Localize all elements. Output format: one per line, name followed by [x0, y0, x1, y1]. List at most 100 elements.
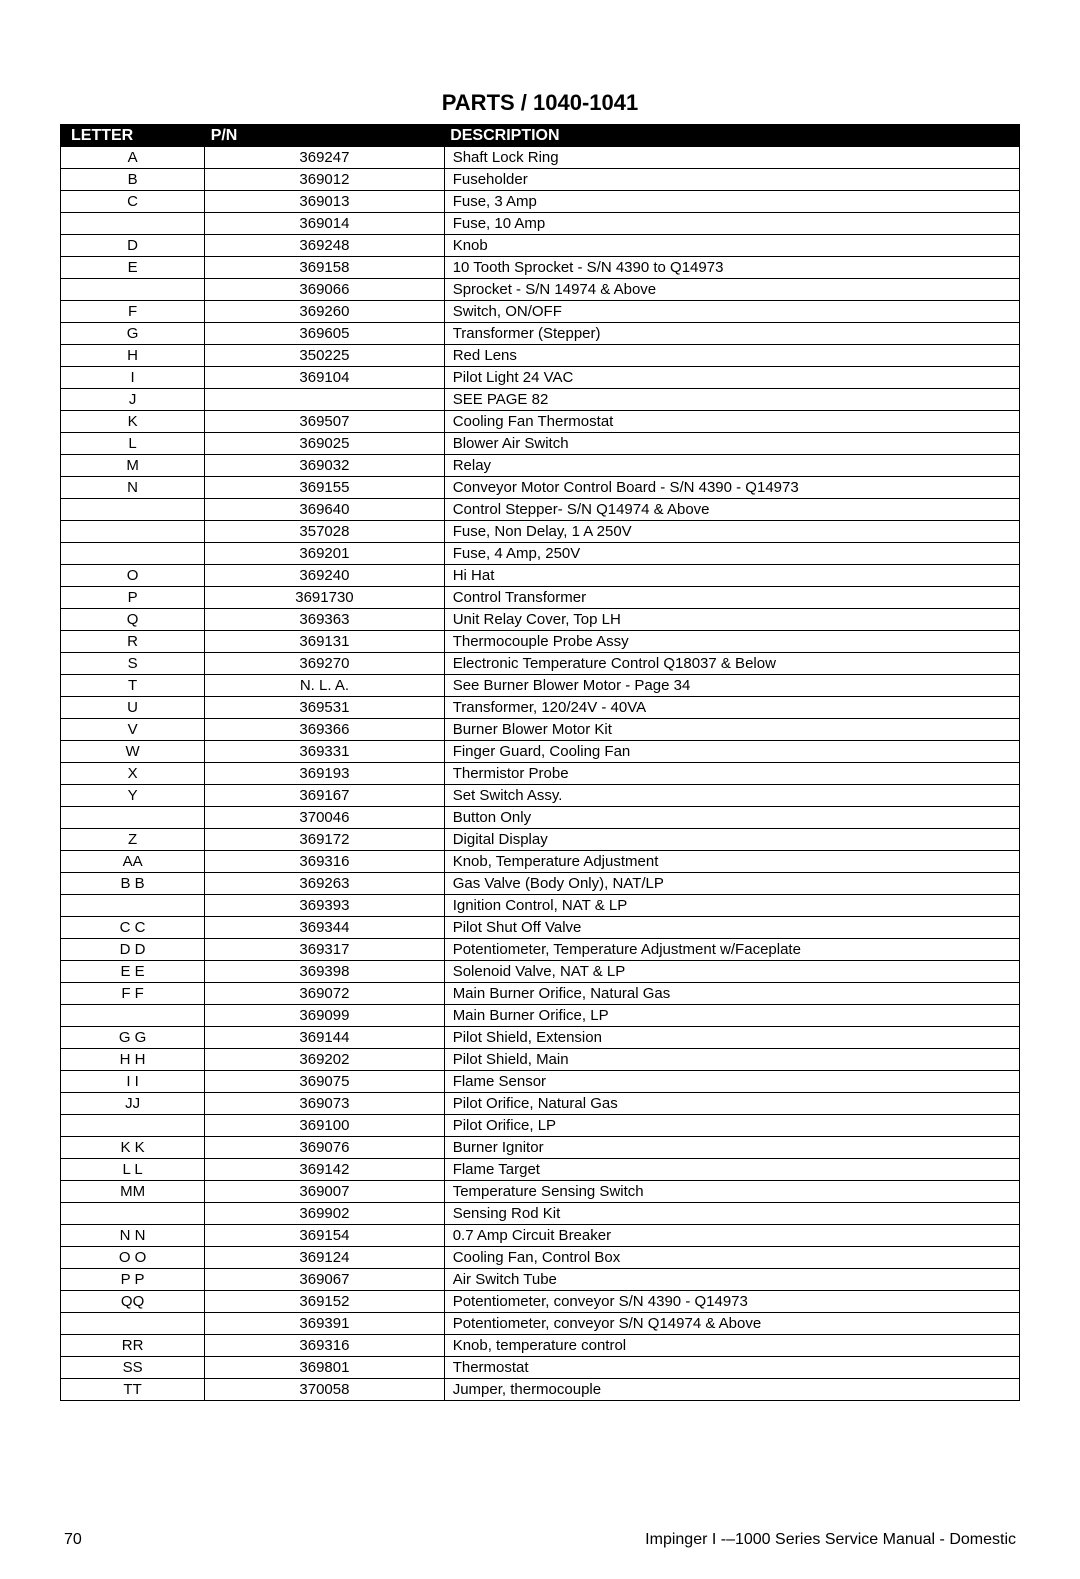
- cell-pn: 369073: [205, 1093, 445, 1115]
- cell-letter: A: [61, 147, 205, 169]
- table-row: H H369202Pilot Shield, Main: [61, 1049, 1019, 1071]
- table-row: X369193Thermistor Probe: [61, 763, 1019, 785]
- cell-letter: L L: [61, 1159, 205, 1181]
- cell-description: Potentiometer, Temperature Adjustment w/…: [444, 939, 1019, 961]
- cell-letter: Z: [61, 829, 205, 851]
- table-row: V369366Burner Blower Motor Kit: [61, 719, 1019, 741]
- cell-letter: M: [61, 455, 205, 477]
- cell-letter: [61, 213, 205, 235]
- table-row: G369605Transformer (Stepper): [61, 323, 1019, 345]
- cell-letter: J: [61, 389, 205, 411]
- cell-description: Transformer, 120/24V - 40VA: [444, 697, 1019, 719]
- cell-pn: 369072: [205, 983, 445, 1005]
- table-row: 369066Sprocket - S/N 14974 & Above: [61, 279, 1019, 301]
- cell-pn: 369317: [205, 939, 445, 961]
- cell-description: Electronic Temperature Control Q18037 & …: [444, 653, 1019, 675]
- cell-pn: 369013: [205, 191, 445, 213]
- cell-description: Fuse, 10 Amp: [444, 213, 1019, 235]
- table-row: O O369124Cooling Fan, Control Box: [61, 1247, 1019, 1269]
- table-row: 369393Ignition Control, NAT & LP: [61, 895, 1019, 917]
- page-number: 70: [64, 1531, 82, 1549]
- table-row: 369201Fuse, 4 Amp, 250V: [61, 543, 1019, 565]
- table-row: N369155Conveyor Motor Control Board - S/…: [61, 477, 1019, 499]
- cell-description: 0.7 Amp Circuit Breaker: [444, 1225, 1019, 1247]
- table-row: C C369344Pilot Shut Off Valve: [61, 917, 1019, 939]
- table-row: W369331Finger Guard, Cooling Fan: [61, 741, 1019, 763]
- cell-pn: 369248: [205, 235, 445, 257]
- cell-pn: 369507: [205, 411, 445, 433]
- cell-description: Sensing Rod Kit: [444, 1203, 1019, 1225]
- cell-letter: V: [61, 719, 205, 741]
- cell-letter: SS: [61, 1357, 205, 1379]
- table-row: F369260Switch, ON/OFF: [61, 301, 1019, 323]
- cell-pn: 369100: [205, 1115, 445, 1137]
- cell-description: Pilot Orifice, Natural Gas: [444, 1093, 1019, 1115]
- cell-description: Potentiometer, conveyor S/N Q14974 & Abo…: [444, 1313, 1019, 1335]
- cell-letter: P P: [61, 1269, 205, 1291]
- col-header-pn: P/N: [205, 125, 445, 147]
- table-row: MM369007Temperature Sensing Switch: [61, 1181, 1019, 1203]
- table-row: 369099Main Burner Orifice, LP: [61, 1005, 1019, 1027]
- cell-description: Control Stepper- S/N Q14974 & Above: [444, 499, 1019, 521]
- table-row: TN. L. A.See Burner Blower Motor - Page …: [61, 675, 1019, 697]
- cell-letter: RR: [61, 1335, 205, 1357]
- cell-letter: C: [61, 191, 205, 213]
- cell-pn: 369142: [205, 1159, 445, 1181]
- table-row: K K369076Burner Ignitor: [61, 1137, 1019, 1159]
- cell-letter: [61, 895, 205, 917]
- cell-description: Shaft Lock Ring: [444, 147, 1019, 169]
- cell-pn: 369640: [205, 499, 445, 521]
- cell-letter: B: [61, 169, 205, 191]
- cell-pn: 369605: [205, 323, 445, 345]
- table-row: O369240Hi Hat: [61, 565, 1019, 587]
- cell-letter: I: [61, 367, 205, 389]
- parts-table: LETTER P/N DESCRIPTION A369247Shaft Lock…: [61, 125, 1019, 1400]
- cell-description: Temperature Sensing Switch: [444, 1181, 1019, 1203]
- cell-letter: Q: [61, 609, 205, 631]
- table-row: H350225Red Lens: [61, 345, 1019, 367]
- cell-pn: 369247: [205, 147, 445, 169]
- cell-description: 10 Tooth Sprocket - S/N 4390 to Q14973: [444, 257, 1019, 279]
- cell-pn: 350225: [205, 345, 445, 367]
- cell-letter: H: [61, 345, 205, 367]
- table-row: D369248Knob: [61, 235, 1019, 257]
- cell-pn: 369152: [205, 1291, 445, 1313]
- cell-letter: MM: [61, 1181, 205, 1203]
- cell-description: Knob, Temperature Adjustment: [444, 851, 1019, 873]
- table-row: F F369072Main Burner Orifice, Natural Ga…: [61, 983, 1019, 1005]
- cell-letter: X: [61, 763, 205, 785]
- cell-pn: 369012: [205, 169, 445, 191]
- cell-pn: 369154: [205, 1225, 445, 1247]
- cell-description: Potentiometer, conveyor S/N 4390 - Q1497…: [444, 1291, 1019, 1313]
- table-row: N N3691540.7 Amp Circuit Breaker: [61, 1225, 1019, 1247]
- cell-description: Fuse, 4 Amp, 250V: [444, 543, 1019, 565]
- table-header-row: LETTER P/N DESCRIPTION: [61, 125, 1019, 147]
- cell-description: Switch, ON/OFF: [444, 301, 1019, 323]
- cell-letter: C C: [61, 917, 205, 939]
- cell-letter: [61, 1203, 205, 1225]
- cell-description: Main Burner Orifice, LP: [444, 1005, 1019, 1027]
- cell-description: Set Switch Assy.: [444, 785, 1019, 807]
- table-row: P P369067Air Switch Tube: [61, 1269, 1019, 1291]
- cell-letter: [61, 1005, 205, 1027]
- cell-pn: 369144: [205, 1027, 445, 1049]
- manual-title: Impinger I -–1000 Series Service Manual …: [645, 1531, 1016, 1549]
- cell-pn: 369398: [205, 961, 445, 983]
- cell-pn: 369066: [205, 279, 445, 301]
- cell-letter: F F: [61, 983, 205, 1005]
- cell-pn: 369902: [205, 1203, 445, 1225]
- cell-letter: AA: [61, 851, 205, 873]
- cell-description: Pilot Shut Off Valve: [444, 917, 1019, 939]
- cell-letter: P: [61, 587, 205, 609]
- cell-letter: L: [61, 433, 205, 455]
- cell-pn: 369104: [205, 367, 445, 389]
- table-row: B B369263Gas Valve (Body Only), NAT/LP: [61, 873, 1019, 895]
- cell-pn: 369075: [205, 1071, 445, 1093]
- cell-letter: U: [61, 697, 205, 719]
- cell-pn: 369025: [205, 433, 445, 455]
- cell-letter: [61, 1115, 205, 1137]
- table-row: JSEE PAGE 82: [61, 389, 1019, 411]
- page-title: PARTS / 1040-1041: [60, 90, 1020, 116]
- cell-letter: F: [61, 301, 205, 323]
- cell-pn: 369007: [205, 1181, 445, 1203]
